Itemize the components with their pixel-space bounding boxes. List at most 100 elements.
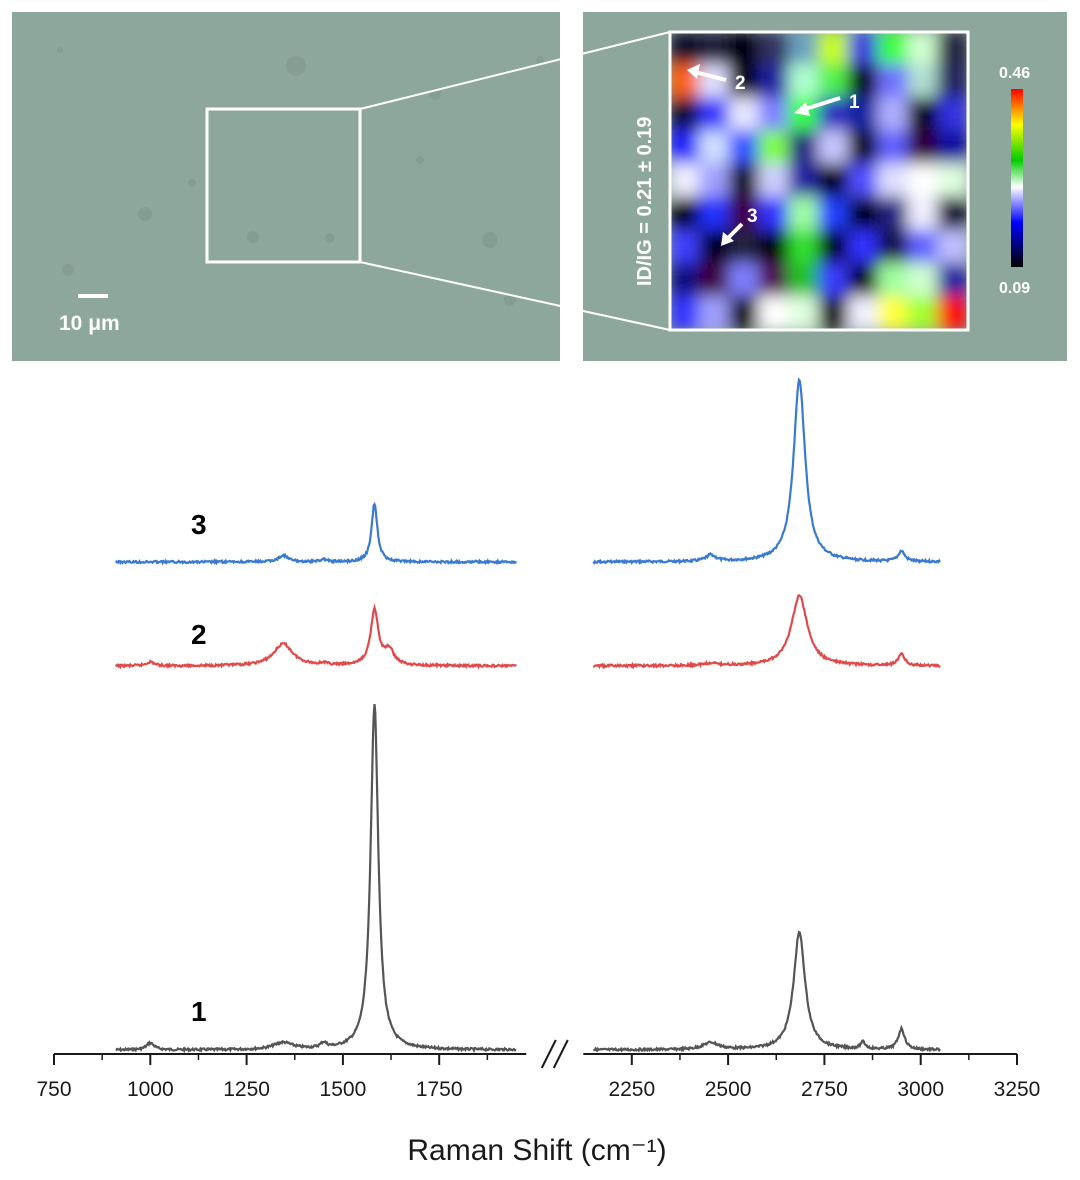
colorbar [1011,89,1023,267]
colorbar-min-label: 0.09 [999,280,1030,297]
map-cell [907,163,940,199]
point-arrow-3: 3 [721,206,758,246]
map-cell [758,64,791,100]
map-cell [847,163,880,199]
point-arrow-2: 2 [687,64,746,94]
map-cell [877,130,910,166]
map-cell [670,295,701,330]
map-cell [877,32,910,67]
map-cell [937,295,968,330]
map-cell [728,64,761,100]
map-cell [728,163,761,199]
zoom-region-box [205,107,362,264]
map-cell [670,130,701,166]
x-tick-label: 750 [36,1078,71,1101]
map-cell [698,196,731,232]
point-arrow-1: 1 [794,92,860,116]
map-cell [788,262,820,298]
map-cell [907,32,940,67]
micrograph-background [12,12,560,361]
map-cell [728,97,761,133]
map-cell [788,32,820,67]
map-cell [847,196,880,232]
axis-break-mark [540,1039,557,1069]
map-cell [907,130,940,166]
map-cell [788,163,820,199]
optical-micrograph: 10 μm [12,12,560,361]
series-line-1 [115,704,517,1054]
arrow-label-3: 3 [747,206,758,227]
map-cell [670,163,701,199]
map-cell [847,295,880,330]
map-cell [818,229,850,265]
x-tick-label: 1250 [223,1078,270,1101]
map-cell [670,262,701,298]
ratio-label: ID/IG = 0.21 ± 0.19 [634,117,656,286]
zoom-connector-bottom [359,261,671,331]
map-cell [907,97,940,133]
map-cell [698,163,731,199]
map-cell [728,229,761,265]
map-cell [877,295,910,330]
map-cell [758,130,791,166]
x-tick-label: 1500 [320,1078,367,1101]
map-cell [670,196,701,232]
colorbar-max-label: 0.46 [999,65,1030,82]
map-cell [698,32,731,67]
map-cell [847,64,880,100]
map-cell [758,163,791,199]
map-cell [907,295,940,330]
map-cell [698,130,731,166]
x-tick-label: 3000 [897,1078,944,1101]
map-cell [758,196,791,232]
map-cell [758,295,791,330]
raman-map-panel: ID/IG = 0.21 ± 0.19 1 2 3 0.46 0.09 [359,12,1067,361]
spectra-series [114,377,941,1054]
x-axis: 750 1000 1250 1500 1750 2250 2500 2750 3000 3250 [36,1039,1041,1101]
zoom-connector-top [359,31,671,110]
map-cell [698,262,731,298]
map-cell [847,97,880,133]
map-cell [847,130,880,166]
map-cell [670,97,701,133]
map-cell [847,262,880,298]
series-line-3 [592,377,941,566]
x-tick-label: 1000 [127,1078,174,1101]
map-cell [728,262,761,298]
map-cell [877,64,910,100]
map-frame [668,30,970,332]
axis-break-mark [552,1039,569,1069]
map-cell [818,32,850,67]
map-cell [758,32,791,67]
map-cell [877,262,910,298]
x-tick-label: 2500 [705,1078,752,1101]
x-axis-title: Raman Shift (cm⁻¹) [407,1134,666,1167]
arrow-label-2: 2 [735,73,746,94]
map-cell [728,130,761,166]
scale-bar [78,294,108,298]
series-line-3 [115,502,518,566]
map-cell [788,229,820,265]
x-tick-label: 2250 [608,1078,655,1101]
map-cell [907,229,940,265]
map-cell [877,97,910,133]
map-cell [698,295,731,330]
map-cell [847,229,880,265]
map-cell [670,32,701,67]
map-cell [907,64,940,100]
map-cell [937,32,968,67]
map-cell [670,229,701,265]
map-cell [937,196,968,232]
map-cell [818,64,850,100]
series-label-1: 1 [191,996,207,1027]
map-cell [937,163,968,199]
map-cell [788,64,820,100]
map-cell [788,295,820,330]
map-cell [758,262,791,298]
x-tick-label: 3250 [994,1078,1041,1101]
map-cell [818,130,850,166]
map-cell [728,295,761,330]
series-line-1 [593,930,941,1053]
scale-bar-label: 10 μm [59,312,120,335]
